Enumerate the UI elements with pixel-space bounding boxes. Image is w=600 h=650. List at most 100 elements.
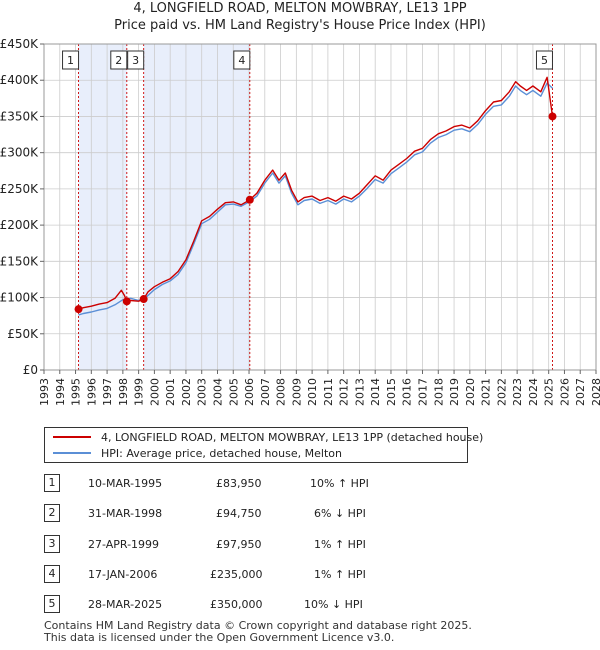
- y-tick-label: £300K: [0, 146, 39, 160]
- sale-label: 3: [132, 54, 139, 67]
- sale-label: 5: [541, 54, 548, 67]
- chart-title-address: 4, LONGFIELD ROAD, MELTON MOWBRAY, LE13 …: [133, 1, 467, 16]
- sale-date: 10-MAR-1995: [88, 477, 163, 490]
- hpi-line: [78, 82, 553, 316]
- sale-price: £235,000: [210, 568, 263, 581]
- sale-label-box: [110, 50, 128, 70]
- x-tick-label: 1999: [133, 378, 146, 406]
- x-tick-label: 2000: [148, 378, 161, 406]
- x-tick-label: 1997: [101, 378, 114, 406]
- sale-price: £83,950: [216, 477, 262, 490]
- table-row: 2 31-MAR-1998 £94,750 6% ↓ HPI: [44, 504, 564, 522]
- x-tick-label: 2016: [401, 378, 414, 406]
- x-tick-label: 2006: [243, 378, 256, 406]
- x-tick-label: 2021: [480, 378, 493, 406]
- footer: Contains HM Land Registry data © Crown c…: [44, 620, 472, 644]
- sale-date: 31-MAR-1998: [88, 507, 163, 520]
- sale-period-shade: [143, 44, 250, 370]
- y-tick-label: £50K: [7, 327, 39, 341]
- table-row: 1 10-MAR-1995 £83,950 10% ↑ HPI: [44, 474, 564, 492]
- x-tick-label: 1994: [54, 378, 67, 406]
- x-tick-label: 2010: [306, 378, 319, 406]
- y-tick-label: £150K: [0, 254, 39, 268]
- sale-label-box: [535, 50, 553, 70]
- footer-copyright: Contains HM Land Registry data © Crown c…: [44, 619, 472, 632]
- sale-number: 5: [44, 595, 60, 613]
- chart-subtitle: Price paid vs. HM Land Registry's House …: [114, 18, 486, 33]
- x-tick-label: 2020: [464, 378, 477, 406]
- x-tick-label: 1996: [85, 378, 98, 406]
- x-tick-label: 2015: [385, 378, 398, 406]
- x-tick-label: 2018: [432, 378, 445, 406]
- sale-number: 1: [44, 474, 60, 492]
- sale-hpi-diff: 1% ↑ HPI: [314, 568, 366, 581]
- x-tick-label: 1998: [117, 378, 130, 406]
- table-row: 3 27-APR-1999 £97,950 1% ↑ HPI: [44, 535, 564, 553]
- x-tick-label: 1993: [38, 378, 51, 406]
- sale-point: [74, 305, 83, 314]
- sale-date: 28-MAR-2025: [88, 598, 163, 611]
- footer-licence: This data is licensed under the Open Gov…: [44, 631, 395, 644]
- legend-label-hpi: HPI: Average price, detached house, Melt…: [101, 446, 342, 460]
- legend-swatch-hpi: [53, 452, 91, 454]
- sale-hpi-diff: 10% ↑ HPI: [310, 477, 369, 490]
- plot-frame: [43, 43, 597, 371]
- x-tick-label: 1995: [70, 378, 83, 406]
- x-tick-label: 2012: [338, 378, 351, 406]
- x-tick-label: 2027: [574, 378, 587, 406]
- sale-label-box: [127, 50, 145, 70]
- sale-point: [139, 295, 148, 304]
- x-tick-label: 2017: [417, 378, 430, 406]
- sale-label-box: [233, 50, 251, 70]
- sale-label-box: [62, 50, 80, 70]
- x-tick-label: 2001: [164, 378, 177, 406]
- sale-date: 17-JAN-2006: [88, 568, 158, 581]
- sale-label: 4: [238, 54, 245, 67]
- y-tick-label: £400K: [0, 73, 39, 87]
- sale-point: [548, 112, 557, 121]
- legend-item-price-paid: 4, LONGFIELD ROAD, MELTON MOWBRAY, LE13 …: [53, 429, 483, 445]
- x-tick-label: 2004: [211, 378, 224, 406]
- x-tick-label: 2024: [527, 378, 540, 406]
- sale-label: 1: [67, 54, 74, 67]
- y-tick-label: £450K: [0, 37, 39, 51]
- sale-number: 3: [44, 535, 60, 553]
- sale-period-shade: [78, 44, 127, 370]
- x-tick-label: 2013: [353, 378, 366, 406]
- x-tick-label: 2022: [495, 378, 508, 406]
- y-tick-label: £250K: [0, 182, 39, 196]
- x-tick-label: 2028: [590, 378, 600, 406]
- x-tick-label: 2009: [290, 378, 303, 406]
- x-tick-label: 2026: [558, 378, 571, 406]
- x-tick-label: 2003: [196, 378, 209, 406]
- sale-price: £94,750: [216, 507, 262, 520]
- x-tick-label: 2007: [259, 378, 272, 406]
- x-tick-label: 2014: [369, 378, 382, 406]
- sale-label: 2: [115, 54, 122, 67]
- y-tick-label: £200K: [0, 218, 39, 232]
- sale-hpi-diff: 1% ↑ HPI: [314, 538, 366, 551]
- table-row: 5 28-MAR-2025 £350,000 10% ↓ HPI: [44, 595, 564, 613]
- sale-price: £350,000: [210, 598, 263, 611]
- x-tick-label: 2023: [511, 378, 524, 406]
- table-row: 4 17-JAN-2006 £235,000 1% ↑ HPI: [44, 565, 564, 583]
- x-tick-label: 2025: [543, 378, 556, 406]
- sale-date: 27-APR-1999: [88, 538, 160, 551]
- sale-point: [122, 297, 131, 306]
- sale-hpi-diff: 10% ↓ HPI: [304, 598, 363, 611]
- x-tick-label: 2019: [448, 378, 461, 406]
- x-tick-label: 2011: [322, 378, 335, 406]
- sale-number: 4: [44, 565, 60, 583]
- y-tick-label: £100K: [0, 291, 39, 305]
- sale-number: 2: [44, 504, 60, 522]
- legend-label-price-paid: 4, LONGFIELD ROAD, MELTON MOWBRAY, LE13 …: [101, 430, 484, 444]
- y-tick-label: £350K: [0, 109, 39, 123]
- x-tick-label: 2002: [180, 378, 193, 406]
- legend-item-hpi: HPI: Average price, detached house, Melt…: [53, 445, 342, 461]
- legend-swatch-price-paid: [53, 436, 91, 438]
- legend: 4, LONGFIELD ROAD, MELTON MOWBRAY, LE13 …: [44, 427, 483, 463]
- sale-point: [245, 195, 254, 204]
- x-tick-label: 2008: [275, 378, 288, 406]
- x-tick-label: 2005: [227, 378, 240, 406]
